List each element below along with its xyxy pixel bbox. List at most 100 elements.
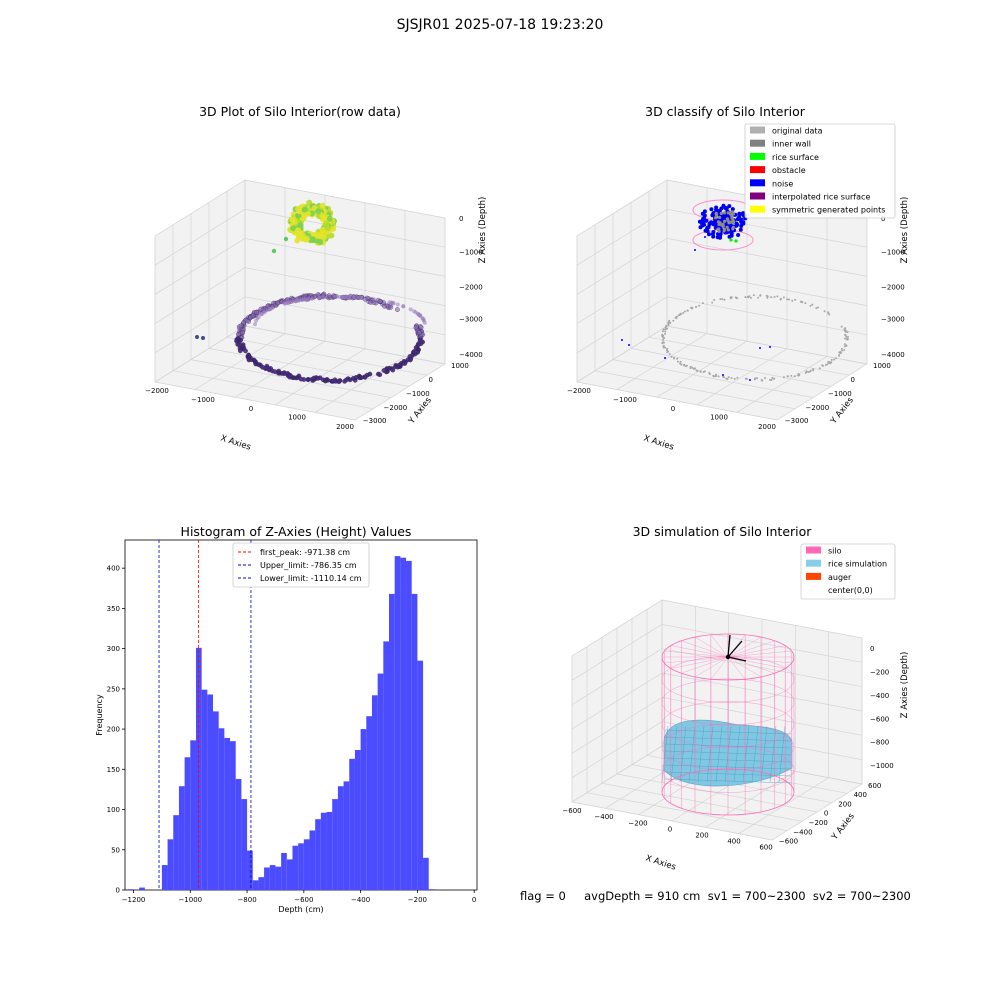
legend-swatch [750, 152, 765, 160]
silo-wire [727, 656, 792, 664]
data-point [730, 215, 734, 219]
histogram-bar [207, 694, 213, 890]
gridline [776, 363, 868, 421]
y-tick-label: −2000 [384, 404, 408, 412]
chart-title: Histogram of Z-Axies (Height) Values [181, 524, 412, 539]
data-point [765, 294, 768, 297]
legend-label: interpolated rice surface [772, 193, 870, 202]
data-point [301, 206, 308, 213]
data-point [256, 315, 261, 319]
data-point [844, 337, 847, 340]
silo-wire [727, 645, 786, 658]
data-point [395, 302, 400, 307]
y-tick-label: −600 [779, 837, 798, 845]
data-point [770, 296, 773, 299]
data-point [828, 313, 831, 316]
y-tick-label: −400 [793, 828, 812, 836]
gridline [576, 296, 668, 354]
data-point [769, 346, 771, 348]
histogram-bar [406, 560, 412, 890]
data-point [749, 379, 751, 381]
z-axis-label: Z Axies (Depth) [900, 197, 910, 264]
data-point [195, 335, 199, 339]
data-point [828, 362, 831, 365]
histogram-bar [218, 728, 225, 890]
x-tick-label: 2000 [336, 423, 354, 431]
data-point [664, 332, 667, 335]
histogram-bar [224, 737, 231, 890]
data-point [295, 227, 302, 234]
data-point [846, 331, 849, 334]
data-point [676, 357, 679, 360]
data-point [319, 226, 326, 233]
data-point [730, 377, 733, 379]
data-point [717, 375, 720, 378]
data-point [298, 376, 304, 382]
z-tick-label: −4000 [459, 351, 483, 359]
data-point [395, 364, 401, 370]
data-point [752, 294, 755, 297]
data-point [823, 310, 826, 313]
x-tick-label: 1000 [288, 414, 306, 422]
z-tick-label: −1000 [459, 249, 483, 257]
data-point [717, 229, 721, 233]
data-point [818, 367, 821, 370]
figure-title: SJSJR01 2025-07-18 19:23:20 [396, 17, 604, 33]
silo-wire [664, 650, 729, 658]
legend-swatch [750, 192, 765, 200]
y-tick-label: 50 [111, 846, 120, 854]
legend-box [800, 543, 896, 600]
data-point [628, 344, 630, 346]
data-point [680, 363, 683, 366]
y-tick-label: −1000 [406, 390, 430, 398]
legend-swatch [750, 126, 765, 134]
data-point [793, 375, 796, 378]
histogram-bar [190, 740, 196, 890]
data-point [666, 327, 669, 330]
silo-wire [710, 656, 729, 680]
x-tick-label: −1000 [613, 396, 637, 404]
data-point [371, 297, 376, 302]
legend-label: Lower_limit: -1110.14 cm [260, 574, 362, 583]
data-point [807, 371, 810, 373]
gridline [661, 623, 863, 663]
data-point [717, 227, 721, 231]
histogram-bar [383, 641, 389, 890]
data-point [358, 375, 364, 380]
legend-swatch [750, 205, 765, 213]
data-point [304, 210, 311, 217]
data-point [323, 220, 330, 227]
z-tick-label: −200 [870, 669, 889, 677]
legend-label: symmetric generated points [772, 206, 885, 215]
data-point [417, 312, 422, 317]
legend-label: noise [772, 179, 793, 188]
data-point [729, 296, 732, 299]
data-point [721, 298, 724, 301]
data-point [289, 216, 296, 223]
y-tick-label: 100 [107, 806, 120, 814]
rice-mesh [742, 725, 750, 783]
data-point [679, 360, 682, 363]
depth-histogram: Histogram of Z-Axies (Height) Values −120… [95, 524, 478, 914]
data-point [390, 367, 396, 373]
y-tick-label: 350 [107, 605, 120, 613]
z-tick-label: 0 [870, 645, 874, 653]
legend-box [744, 123, 896, 219]
data-point [711, 301, 714, 304]
data-point [759, 347, 761, 349]
histogram-bar [326, 811, 333, 890]
x-axis-label: X Axies [642, 433, 675, 452]
data-point [824, 364, 827, 366]
gridline [630, 348, 832, 387]
data-point [352, 295, 356, 300]
data-point [326, 293, 332, 299]
data-point [722, 374, 724, 376]
data-point [324, 225, 331, 232]
data-point [661, 334, 664, 337]
histogram-bar [394, 556, 401, 890]
data-point [805, 370, 808, 373]
data-point [723, 298, 726, 301]
silo-ring [661, 723, 795, 771]
data-point [666, 347, 669, 350]
histogram-bar [184, 757, 191, 890]
